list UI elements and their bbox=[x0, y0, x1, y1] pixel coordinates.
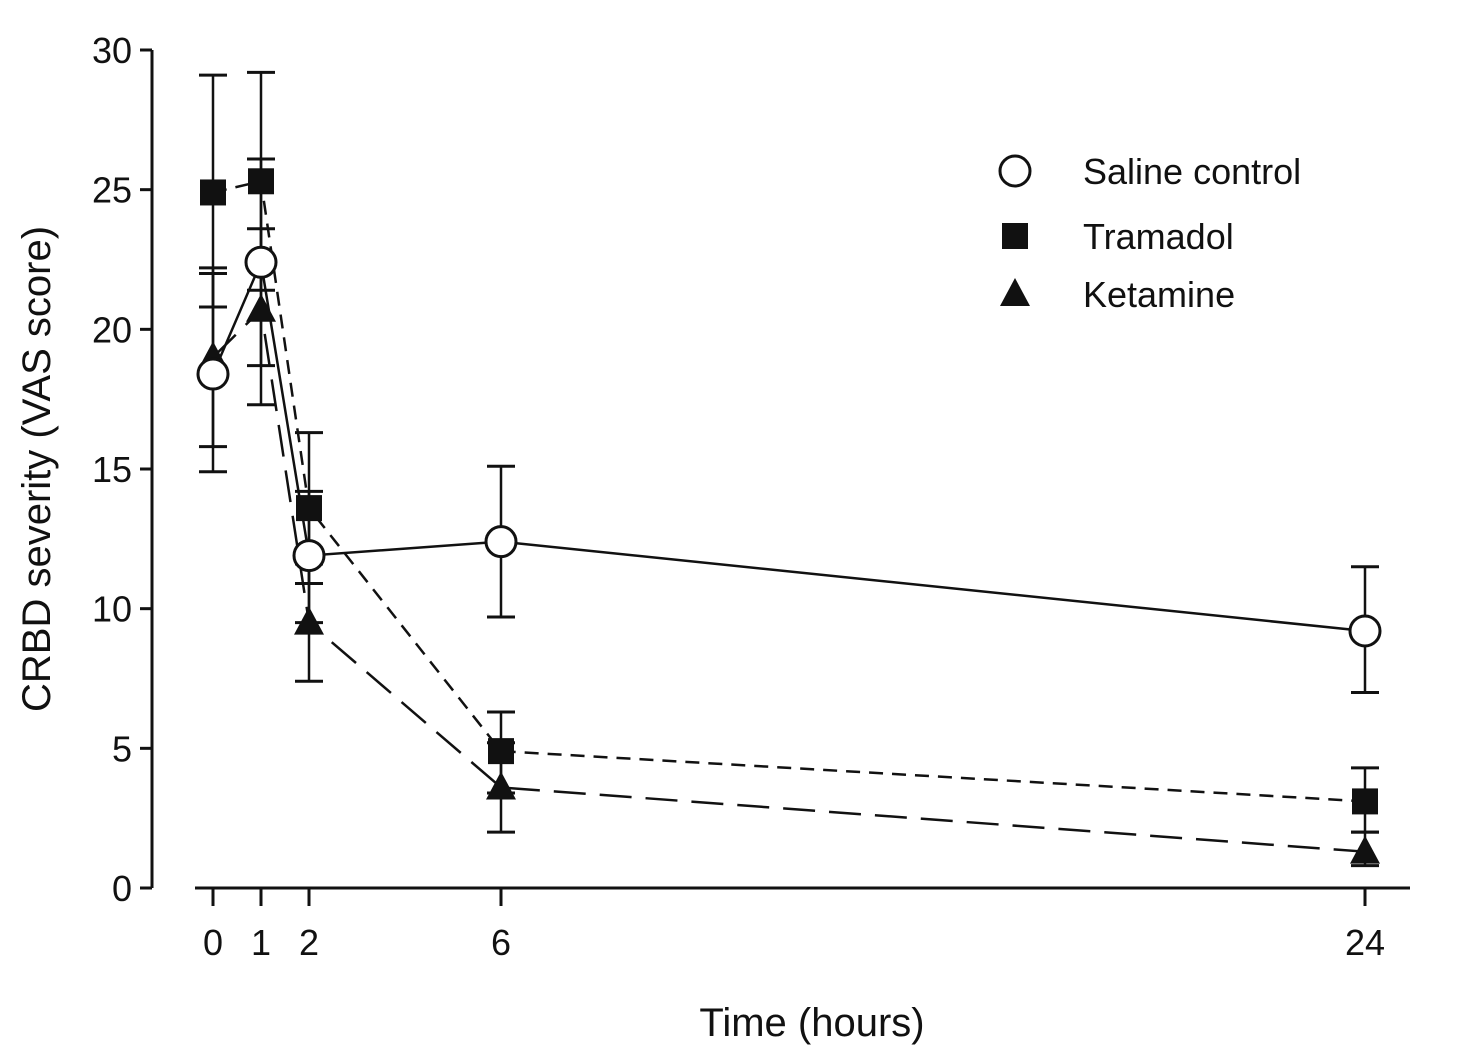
data-point bbox=[296, 495, 322, 522]
y-tick-label: 25 bbox=[92, 170, 132, 211]
x-tick-label: 1 bbox=[251, 922, 271, 963]
x-tick-label: 0 bbox=[203, 922, 223, 963]
data-point bbox=[244, 245, 278, 279]
legend-label: Saline control bbox=[1083, 151, 1301, 192]
data-point bbox=[246, 293, 276, 322]
data-point bbox=[1352, 788, 1378, 815]
data-point bbox=[486, 771, 516, 800]
y-tick-label: 30 bbox=[92, 30, 132, 71]
x-tick-label: 24 bbox=[1345, 922, 1385, 963]
y-tick-label: 5 bbox=[112, 728, 132, 769]
x-axis-label: Time (hours) bbox=[699, 1001, 924, 1045]
series-ketamine bbox=[199, 227, 1379, 868]
x-tick-label: 2 bbox=[299, 922, 319, 963]
series-line bbox=[212, 307, 1366, 853]
legend: Saline control Tramadol Ketamine bbox=[998, 151, 1301, 315]
data-point bbox=[488, 738, 514, 765]
series-line bbox=[211, 257, 1366, 633]
y-tick-label: 20 bbox=[92, 309, 132, 350]
legend-label: Ketamine bbox=[1083, 274, 1235, 315]
data-point bbox=[294, 606, 324, 635]
data-point bbox=[196, 357, 230, 391]
data-point bbox=[200, 179, 226, 206]
data-point bbox=[292, 539, 326, 573]
x-tick-label: 6 bbox=[491, 922, 511, 963]
data-point bbox=[484, 525, 518, 559]
legend-marker bbox=[1000, 278, 1030, 306]
legend-marker bbox=[998, 154, 1032, 188]
legend-label: Tramadol bbox=[1083, 216, 1234, 257]
data-point bbox=[1350, 835, 1380, 864]
y-tick-label: 10 bbox=[92, 589, 132, 630]
data-point bbox=[1348, 614, 1382, 648]
series-group bbox=[196, 70, 1382, 868]
data-point bbox=[248, 168, 274, 195]
y-tick-label: 0 bbox=[112, 868, 132, 909]
legend-marker bbox=[1002, 223, 1028, 249]
y-axis-label: CRBD severity (VAS score) bbox=[15, 226, 59, 712]
y-tick-label: 15 bbox=[92, 449, 132, 490]
